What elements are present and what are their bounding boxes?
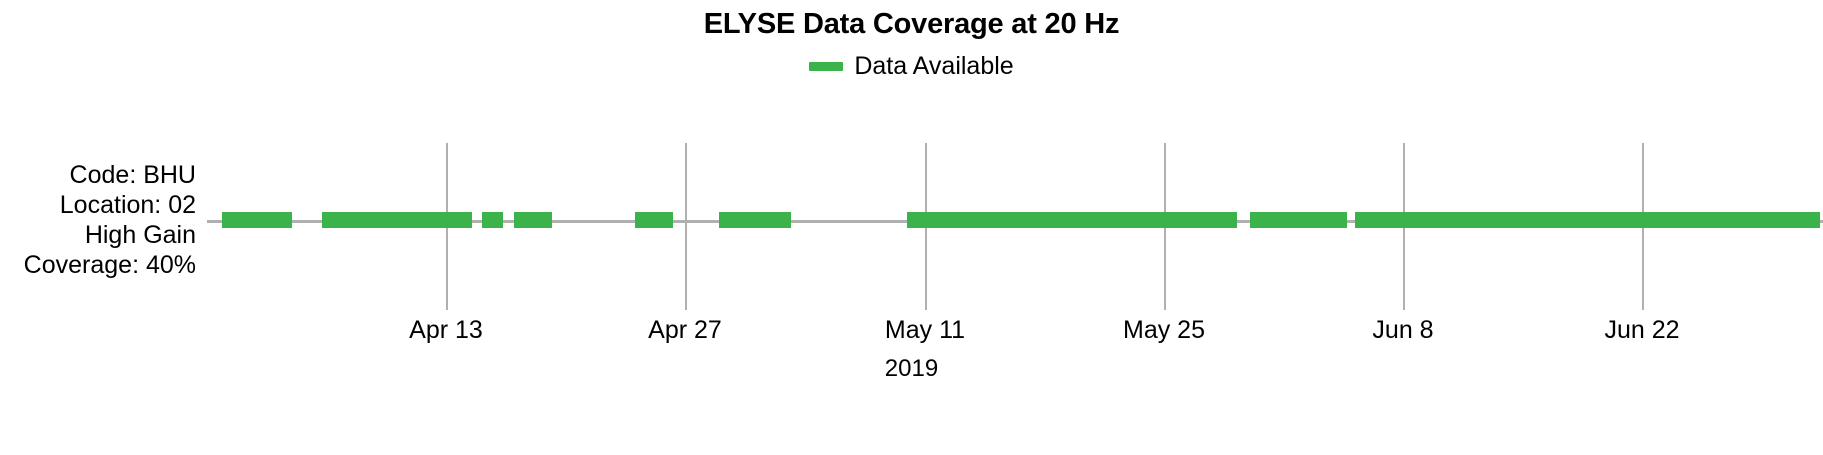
x-axis-tick-label: Jun 8 (1372, 316, 1434, 344)
x-axis-tick-mark (1403, 303, 1405, 310)
y-axis-label-line-location: Location: 02 (59, 191, 196, 219)
y-axis-label-line-coverage: Coverage: 40% (23, 251, 196, 279)
x-axis-tick-label: Apr 27 (648, 316, 722, 344)
x-axis-tick-label: Apr 13 (409, 316, 483, 344)
data-segment (514, 212, 552, 228)
x-axis-tick-mark (925, 303, 927, 310)
x-axis-title: 2019 (884, 355, 939, 382)
data-segment (635, 212, 673, 228)
data-segment (222, 212, 292, 228)
x-axis-tick-label: Jun 22 (1604, 316, 1680, 344)
y-axis-label: Code: BHU Location: 02 High Gain Coverag… (0, 160, 196, 280)
gridline-apr-27 (685, 143, 687, 303)
x-axis-tick-mark (1164, 303, 1166, 310)
data-segment (482, 212, 503, 228)
x-axis-tick-mark (446, 303, 448, 310)
x-axis-tick-label: May 25 (1123, 316, 1205, 344)
legend-label-data-available: Data Available (854, 52, 1014, 80)
data-segment (907, 212, 1237, 228)
chart-legend: Data Available (0, 54, 1823, 79)
data-segment (1250, 212, 1347, 228)
plot-area (207, 143, 1823, 303)
x-axis-tick-mark (1642, 303, 1644, 310)
data-segment (719, 212, 791, 228)
x-axis-tick-mark (685, 303, 687, 310)
data-segment (322, 212, 472, 228)
page-title: ELYSE Data Coverage at 20 Hz (703, 8, 1120, 40)
data-segment (1355, 212, 1820, 228)
legend-color-swatch (809, 62, 844, 71)
y-axis-label-line-code: Code: BHU (69, 161, 196, 189)
y-axis-label-line-gain: High Gain (84, 221, 196, 249)
x-axis-tick-label: May 11 (884, 316, 966, 344)
